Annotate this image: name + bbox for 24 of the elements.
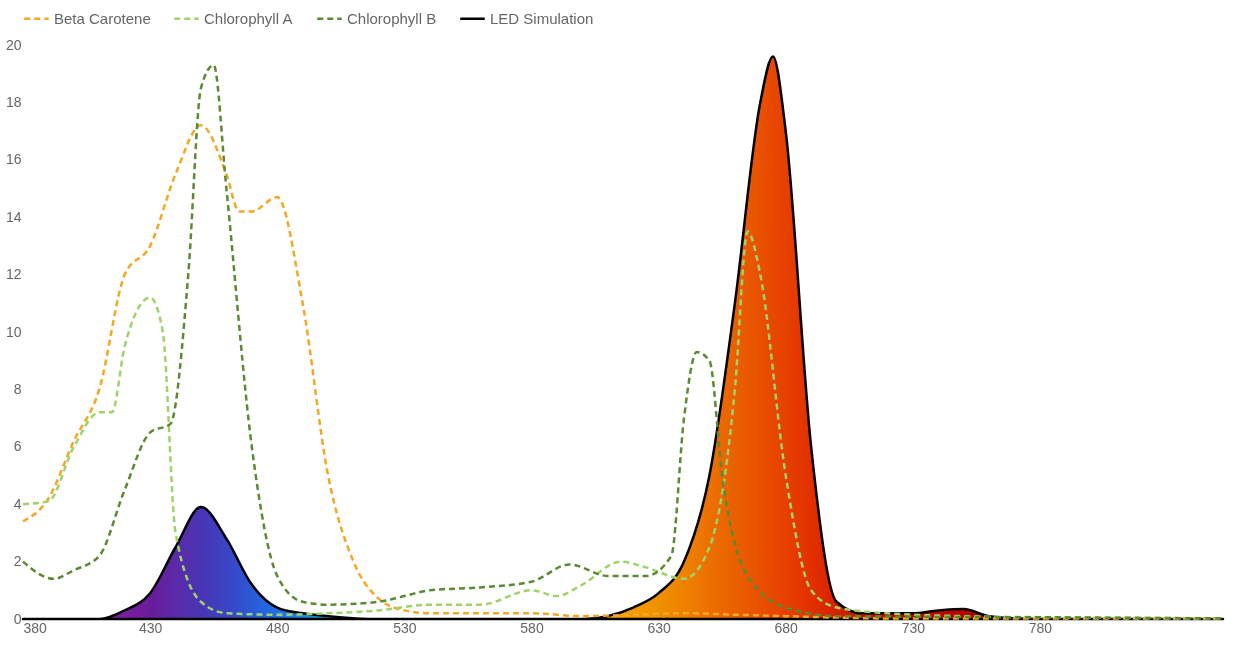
y-tick-label: 6 bbox=[13, 438, 22, 455]
y-tick-label: 14 bbox=[5, 208, 22, 225]
legend-label: Chlorophyll B bbox=[347, 9, 437, 27]
x-tick-label: 480 bbox=[266, 619, 290, 636]
y-tick-label: 4 bbox=[13, 495, 22, 512]
y-tick-label: 18 bbox=[5, 93, 22, 110]
legend-label: Chlorophyll A bbox=[204, 9, 293, 27]
x-tick-label: 380 bbox=[23, 619, 48, 636]
y-tick-label: 0 bbox=[13, 610, 22, 627]
x-tick-label: 580 bbox=[520, 619, 544, 636]
y-tick-label: 12 bbox=[5, 266, 22, 283]
x-tick-label: 680 bbox=[774, 619, 799, 636]
x-tick-label: 630 bbox=[647, 619, 671, 636]
legend-label: Beta Carotene bbox=[54, 9, 151, 27]
x-tick-label: 530 bbox=[393, 619, 417, 636]
x-tick-label: 730 bbox=[901, 619, 926, 636]
legend-label: LED Simulation bbox=[490, 9, 594, 27]
y-tick-label: 20 bbox=[5, 36, 22, 53]
x-tick-label: 780 bbox=[1028, 619, 1053, 636]
y-tick-label: 2 bbox=[13, 553, 22, 570]
y-tick-label: 10 bbox=[5, 323, 22, 340]
y-tick-label: 8 bbox=[13, 380, 22, 397]
y-tick-label: 16 bbox=[5, 151, 22, 168]
x-tick-label: 430 bbox=[138, 619, 163, 636]
